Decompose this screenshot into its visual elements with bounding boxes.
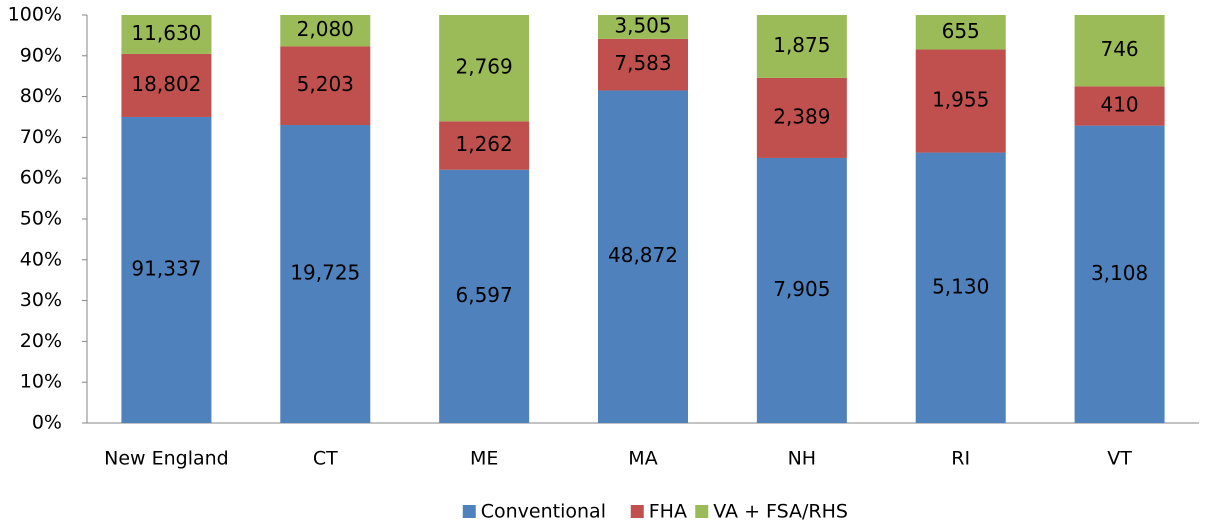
data-label: 1,955 — [932, 88, 989, 112]
legend-swatch — [630, 505, 644, 518]
y-tick-label: 60% — [20, 167, 62, 189]
bar-segment — [756, 157, 847, 423]
bar-segment — [121, 116, 212, 424]
y-tick-label: 40% — [20, 248, 62, 270]
bar-segment — [915, 15, 1006, 50]
bar-segment — [1074, 15, 1165, 87]
bar-segment — [1074, 125, 1165, 423]
legend-label: VA + FSA/RHS — [713, 501, 848, 523]
bar-segment — [598, 90, 688, 423]
legend-swatch — [462, 505, 476, 518]
x-tick-label: New England — [104, 448, 229, 470]
data-label: 18,802 — [131, 72, 201, 96]
bar-segment — [915, 49, 1006, 153]
y-tick-label: 90% — [20, 44, 62, 66]
y-tick-label: 100% — [8, 4, 62, 26]
data-label: 5,130 — [932, 274, 989, 298]
bar-segment — [756, 77, 847, 158]
bar-segment — [439, 121, 530, 170]
bar-segment — [280, 15, 371, 47]
bar-segment — [280, 46, 371, 126]
data-label: 2,080 — [297, 17, 354, 41]
data-label: 3,505 — [614, 13, 671, 37]
data-label: 11,630 — [131, 21, 201, 45]
data-label: 19,725 — [290, 261, 360, 285]
x-tick-label: VT — [1107, 448, 1132, 470]
data-label: 2,769 — [456, 55, 513, 79]
data-label: 655 — [942, 19, 980, 43]
bar-segment — [756, 15, 847, 78]
bar-segment — [598, 15, 688, 39]
legend-label: Conventional — [481, 501, 606, 523]
y-tick-label: 20% — [20, 330, 62, 352]
y-tick-label: 10% — [20, 371, 62, 393]
data-label: 7,583 — [614, 51, 671, 75]
y-tick-label: 0% — [32, 412, 62, 434]
bar-segment — [915, 152, 1006, 423]
data-label: 410 — [1100, 92, 1138, 116]
bar-segment — [280, 125, 371, 424]
bar-segment — [598, 38, 688, 91]
data-label: 1,262 — [456, 132, 513, 156]
x-tick-label: CT — [313, 448, 338, 470]
y-tick-label: 50% — [20, 208, 62, 230]
legend-label: FHA — [649, 501, 687, 523]
x-tick-label: RI — [951, 448, 970, 470]
y-tick-label: 30% — [20, 289, 62, 311]
data-label: 6,597 — [456, 283, 513, 307]
data-label: 5,203 — [297, 72, 354, 96]
bar-segment — [121, 53, 212, 117]
data-label: 1,875 — [773, 33, 830, 57]
bar-segment — [439, 15, 530, 122]
data-label: 3,108 — [1091, 261, 1148, 285]
bar-segment — [121, 15, 212, 54]
data-label: 2,389 — [773, 104, 830, 128]
x-tick-label: ME — [470, 448, 498, 470]
x-tick-label: NH — [788, 448, 817, 470]
y-tick-label: 70% — [20, 126, 62, 148]
bar-segment — [1074, 86, 1165, 126]
data-label: 7,905 — [773, 277, 830, 301]
data-label: 746 — [1100, 37, 1138, 61]
x-tick-label: MA — [628, 448, 657, 470]
bar-segment — [439, 169, 530, 423]
data-label: 48,872 — [608, 243, 678, 267]
data-label: 91,337 — [131, 256, 201, 280]
legend-swatch — [695, 505, 709, 518]
y-tick-label: 80% — [20, 85, 62, 107]
